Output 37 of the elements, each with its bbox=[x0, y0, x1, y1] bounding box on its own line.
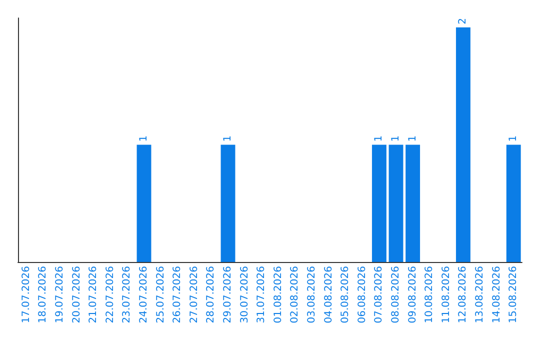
x-tick-label: 01.08.2026 bbox=[272, 266, 284, 324]
x-tick-label: 22.07.2026 bbox=[104, 266, 116, 324]
x-tick-label: 25.07.2026 bbox=[155, 266, 166, 324]
data-label: 1 bbox=[407, 135, 418, 142]
x-tick-label: 17.07.2026 bbox=[20, 266, 32, 324]
x-tick-label: 19.07.2026 bbox=[54, 266, 66, 324]
x-tick-label: 14.08.2026 bbox=[491, 266, 502, 324]
x-tick-label: 21.07.2026 bbox=[88, 266, 100, 324]
x-tick-label: 11.08.2026 bbox=[440, 266, 452, 324]
data-label: 1 bbox=[390, 135, 402, 142]
x-tick-label: 18.07.2026 bbox=[38, 266, 49, 324]
x-tick-label: 29.07.2026 bbox=[222, 266, 234, 324]
data-label: 2 bbox=[458, 18, 469, 24]
x-tick-label: 02.08.2026 bbox=[290, 266, 301, 324]
x-tick-label: 12.08.2026 bbox=[458, 266, 469, 324]
x-tick-label: 04.08.2026 bbox=[323, 266, 334, 324]
x-tick-label: 10.08.2026 bbox=[424, 266, 436, 324]
x-tick-label: 06.08.2026 bbox=[356, 266, 368, 324]
x-tick-label: 07.08.2026 bbox=[374, 266, 385, 324]
data-label: 1 bbox=[222, 135, 234, 142]
x-tick-label: 15.08.2026 bbox=[508, 266, 520, 324]
x-tick-label: 31.07.2026 bbox=[256, 266, 268, 324]
x-tick-label: 24.07.2026 bbox=[138, 266, 150, 324]
x-tick-label: 03.08.2026 bbox=[306, 266, 318, 324]
x-tick-label: 27.07.2026 bbox=[188, 266, 200, 324]
data-label: 1 bbox=[138, 135, 150, 142]
data-label: 1 bbox=[374, 135, 385, 142]
x-tick-label: 08.08.2026 bbox=[390, 266, 402, 324]
x-tick-label: 09.08.2026 bbox=[407, 266, 418, 324]
x-tick-label: 26.07.2026 bbox=[172, 266, 184, 324]
x-tick-label: 20.07.2026 bbox=[71, 266, 82, 324]
x-tick-label: 23.07.2026 bbox=[122, 266, 133, 324]
x-tick-label: 05.08.2026 bbox=[340, 266, 352, 324]
data-label: 1 bbox=[508, 135, 520, 142]
x-tick-label: 13.08.2026 bbox=[474, 266, 486, 324]
x-tick-label: 28.07.2026 bbox=[206, 266, 217, 324]
x-tick-label: 30.07.2026 bbox=[239, 266, 250, 324]
